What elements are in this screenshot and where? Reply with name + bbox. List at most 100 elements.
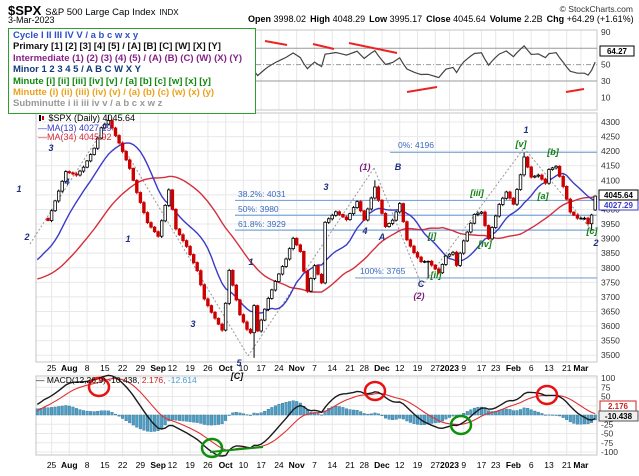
svg-text:4: 4 xyxy=(361,226,367,236)
svg-text:2023: 2023 xyxy=(440,460,459,470)
svg-text:1: 1 xyxy=(523,125,528,135)
svg-text:[i]: [i] xyxy=(427,231,437,241)
svg-text:Nov: Nov xyxy=(289,460,305,470)
quote-low: Low 3995.17 xyxy=(369,14,423,24)
svg-text:26: 26 xyxy=(203,460,213,470)
moving-averages xyxy=(36,142,596,314)
svg-text:1: 1 xyxy=(16,184,21,194)
ma13-legend: —MA(13) 4027.29 xyxy=(38,123,112,133)
svg-text:4150: 4150 xyxy=(601,161,620,171)
svg-text:1: 1 xyxy=(125,234,130,244)
legend-line-5: Minutte (i) (ii) (iii) (iv) (v) / (a) (b… xyxy=(13,87,215,99)
svg-text:B: B xyxy=(395,162,402,172)
svg-text:28: 28 xyxy=(359,460,369,470)
svg-text:2.176: 2.176 xyxy=(608,402,629,411)
svg-text:(2): (2) xyxy=(414,291,425,301)
svg-text:15: 15 xyxy=(100,363,110,373)
ma34-legend: —MA(34) 4045.92 xyxy=(38,132,112,142)
svg-text:61.8%: 3929: 61.8%: 3929 xyxy=(238,219,286,229)
legend-line-4: Minute [i] [ii] [iii] [iv] [v] / [a] [b]… xyxy=(13,75,211,87)
svg-text:17: 17 xyxy=(256,460,266,470)
svg-text:50%: 3980: 50%: 3980 xyxy=(238,204,279,214)
svg-text:4045.64: 4045.64 xyxy=(604,191,633,200)
svg-text:0%: 4196: 0%: 4196 xyxy=(398,140,434,150)
svg-text:-100: -100 xyxy=(601,447,618,457)
svg-text:(1): (1) xyxy=(360,162,371,172)
quote-high: High 4048.29 xyxy=(310,14,366,24)
svg-text:3600: 3600 xyxy=(601,321,620,331)
chart-date: 3-Mar-2023 xyxy=(8,15,55,25)
svg-text:3550: 3550 xyxy=(601,336,620,346)
macd-line-box xyxy=(598,410,639,422)
svg-text:17: 17 xyxy=(477,363,487,373)
legend-line-3: Minor 1 2 3 4 5 / A B C W X Y xyxy=(13,64,141,76)
svg-text:19: 19 xyxy=(413,460,423,470)
svg-text:3700: 3700 xyxy=(601,292,620,302)
svg-text:Mar: Mar xyxy=(573,363,589,373)
svg-text:4200: 4200 xyxy=(601,146,620,156)
quote-volume: Volume 2.2B xyxy=(489,14,543,24)
svg-text:4: 4 xyxy=(63,177,69,187)
svg-text:Oct: Oct xyxy=(219,363,233,373)
svg-text:100%: 3765: 100%: 3765 xyxy=(360,266,406,276)
svg-text:3: 3 xyxy=(48,143,53,153)
macd-annotations xyxy=(87,376,559,459)
svg-text:4250: 4250 xyxy=(601,132,620,142)
svg-text:9: 9 xyxy=(461,363,466,373)
svg-text:21: 21 xyxy=(562,363,572,373)
candlestick-icon xyxy=(39,115,44,121)
svg-text:Dec: Dec xyxy=(374,363,390,373)
svg-text:6: 6 xyxy=(529,363,534,373)
svg-text:3500: 3500 xyxy=(601,350,620,360)
svg-text:C: C xyxy=(418,279,425,289)
svg-text:15: 15 xyxy=(100,460,110,470)
svg-text:3750: 3750 xyxy=(601,277,620,287)
svg-text:9: 9 xyxy=(461,460,466,470)
svg-text:7: 7 xyxy=(312,363,317,373)
macd-panel xyxy=(35,374,597,457)
svg-text:3850: 3850 xyxy=(601,248,620,258)
svg-text:10: 10 xyxy=(239,460,249,470)
svg-text:90: 90 xyxy=(601,27,611,37)
svg-text:8: 8 xyxy=(85,363,90,373)
svg-text:12: 12 xyxy=(395,460,405,470)
elliott-wave-legend: Cycle I II III IV V / a b c w x y Primary… xyxy=(8,28,256,114)
legend-line-2: Intermediate (1) (2) (3) (4) (5) / (A) (… xyxy=(13,52,243,64)
svg-text:6: 6 xyxy=(529,460,534,470)
svg-text:-50: -50 xyxy=(601,429,614,439)
quote-row: Open 3998.02 High 4048.29 Low 3995.17 Close… xyxy=(248,14,639,24)
price-panel-title: $SPX (Daily) 4045.64 xyxy=(38,113,135,124)
svg-text:28: 28 xyxy=(359,363,369,373)
svg-text:14: 14 xyxy=(328,363,338,373)
svg-text:4300: 4300 xyxy=(601,117,620,127)
svg-text:-75: -75 xyxy=(601,438,614,448)
svg-text:[c]: [c] xyxy=(586,226,599,236)
svg-text:23: 23 xyxy=(491,460,501,470)
svg-text:Sep: Sep xyxy=(150,363,166,373)
svg-text:3: 3 xyxy=(323,182,328,192)
svg-text:2: 2 xyxy=(23,232,29,242)
svg-text:75: 75 xyxy=(601,382,611,392)
svg-text:Dec: Dec xyxy=(374,460,390,470)
svg-text:30: 30 xyxy=(601,76,611,86)
svg-text:64.27: 64.27 xyxy=(607,47,628,56)
macd-value: -10.438, xyxy=(108,375,140,385)
svg-text:Feb: Feb xyxy=(506,460,521,470)
svg-text:4100: 4100 xyxy=(601,175,620,185)
svg-text:3650: 3650 xyxy=(601,306,620,316)
svg-text:3950: 3950 xyxy=(601,219,620,229)
svg-text:Oct: Oct xyxy=(219,460,233,470)
panel-borders xyxy=(35,29,598,456)
svg-text:13: 13 xyxy=(544,363,554,373)
change-up-arrow: ▲ xyxy=(638,17,639,24)
symbol: $SPX xyxy=(8,3,42,18)
macd-hist-value: -12.614 xyxy=(167,375,197,385)
macd-label: — MACD(12,26,9) xyxy=(36,375,106,385)
quote-open: Open 3998.02 xyxy=(248,14,307,24)
svg-text:Aug: Aug xyxy=(61,460,78,470)
svg-text:[iv]: [iv] xyxy=(477,239,493,249)
svg-text:25: 25 xyxy=(47,460,57,470)
svg-text:17: 17 xyxy=(256,363,266,373)
stockcharts-credit: © StockCharts.com xyxy=(559,4,633,14)
